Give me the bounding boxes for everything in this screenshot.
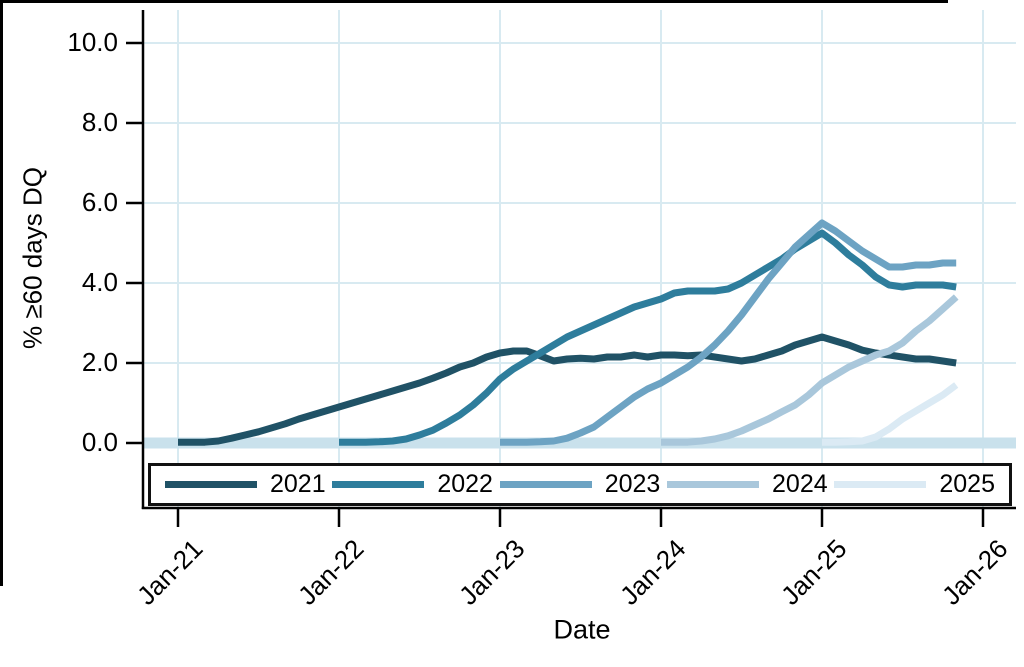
y-tick-label: 2.0: [81, 347, 118, 377]
legend-entry-2024: 2024: [667, 472, 828, 497]
y-tick-label: 6.0: [81, 187, 118, 217]
series-line-2023: [500, 219, 957, 446]
legend-entry-2021: 2021: [165, 472, 326, 497]
x-axis-title: Date: [553, 614, 611, 645]
series-line-2025: [822, 382, 959, 446]
legend-label-2023: 2023: [604, 470, 661, 498]
legend-label-2022: 2022: [437, 470, 493, 498]
legend-swatch-2024: [667, 481, 760, 488]
series-lines: [178, 219, 959, 446]
legend-label-2024: 2024: [772, 470, 828, 498]
series-line-2022: [339, 229, 957, 446]
axis-ticks: [126, 41, 985, 527]
frame-border-top: [0, 0, 948, 3]
legend-swatch-2023: [499, 481, 592, 488]
legend-swatch-2022: [332, 481, 425, 488]
legend-entry-2023: 2023: [499, 470, 661, 498]
legend-entry-2022: 2022: [332, 472, 493, 497]
legend: 2021 2022 2023 2024 2025: [148, 463, 1012, 506]
y-axis-title: % ≥60 days DQ: [17, 167, 48, 349]
y-tick-label: 10.0: [67, 27, 118, 57]
y-tick-label: 0.0: [81, 427, 118, 457]
zero-reference-band: [143, 437, 1016, 449]
frame-border-left: [0, 0, 3, 586]
legend-entry-2025: 2025: [834, 472, 995, 497]
y-tick-label: 4.0: [81, 267, 118, 297]
series-line-2021: [178, 333, 957, 446]
series-line-2024: [661, 294, 959, 446]
legend-swatch-2025: [834, 481, 927, 488]
legend-label-2021: 2021: [270, 470, 326, 498]
legend-label-2025: 2025: [939, 470, 995, 498]
legend-swatch-2021: [165, 481, 257, 488]
y-tick-label: 8.0: [81, 107, 118, 137]
